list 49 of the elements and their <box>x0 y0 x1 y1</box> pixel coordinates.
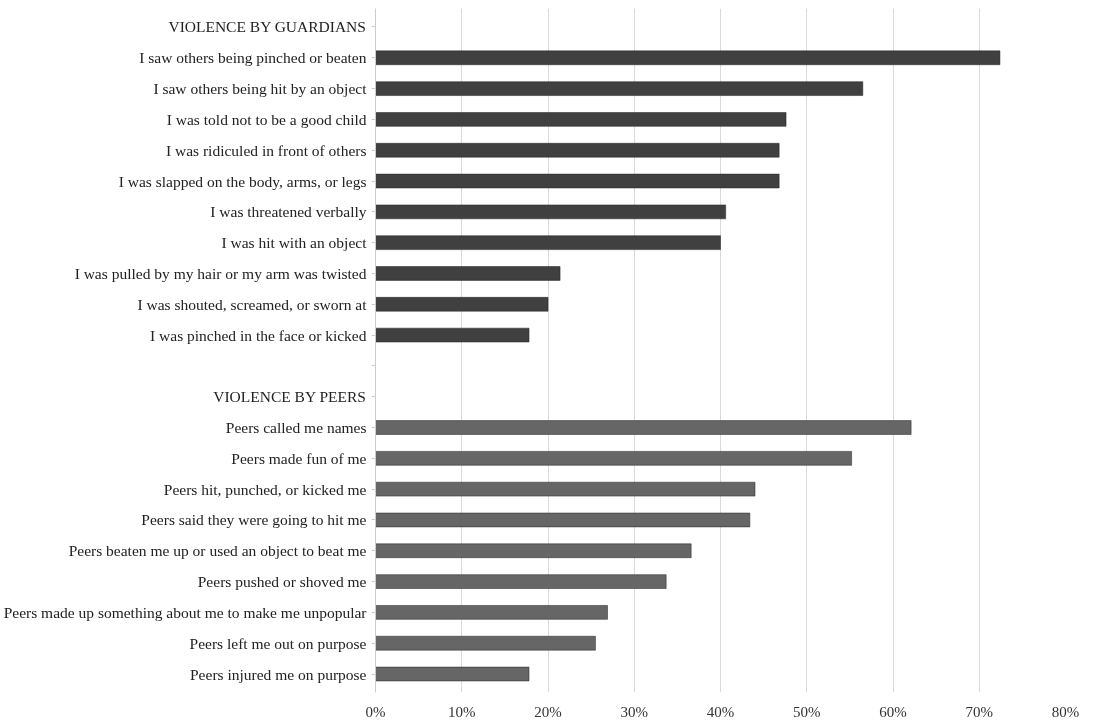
y-tick-label: Peers injured me on purpose <box>190 665 367 683</box>
bar <box>375 81 864 96</box>
bar <box>375 666 530 682</box>
bar <box>375 112 787 127</box>
y-tick-label: Peers beaten me up or used an object to beat me <box>68 542 367 560</box>
x-tick-label: 30% <box>620 703 648 720</box>
y-tick-label: VIOLENCE BY GUARDIANS <box>168 18 366 36</box>
y-tick-label: I was told not to be a good child <box>166 110 367 128</box>
bar <box>375 173 780 189</box>
bar <box>375 574 667 589</box>
bar <box>375 50 1001 65</box>
x-tick-label: 50% <box>793 703 821 720</box>
x-tick-label: 0% <box>365 703 386 720</box>
bar <box>375 451 852 466</box>
x-tick-label: 70% <box>965 703 993 720</box>
bar <box>375 204 726 220</box>
y-tick-label: I was slapped on the body, arms, or legs <box>118 172 367 190</box>
x-tick-label: 40% <box>706 703 735 720</box>
x-tick-label: 60% <box>879 703 907 720</box>
x-tick-label: 20% <box>534 703 562 720</box>
x-tick-label: 10% <box>448 703 476 720</box>
y-tick-label: VIOLENCE BY PEERS <box>213 388 366 406</box>
bar <box>375 512 751 528</box>
x-tick-label: 80% <box>1051 703 1080 720</box>
bar <box>375 327 530 343</box>
y-tick-label: I was pinched in the face or kicked <box>150 326 367 344</box>
y-tick-label: I was ridiculed in front of others <box>165 141 367 159</box>
y-tick-label: Peers left me out on purpose <box>189 634 367 652</box>
bar <box>375 420 912 435</box>
y-tick-label: I was pulled by my hair or my arm was twisted <box>74 264 367 282</box>
bar <box>375 297 549 312</box>
y-tick-label: Peers made up something about me to make me unpopular <box>3 603 368 621</box>
y-tick-label: Peers said they were going to hit me <box>141 511 367 529</box>
bar <box>375 481 756 497</box>
y-tick-label: I saw others being hit by an object <box>153 80 368 98</box>
y-tick-label: I saw others being pinched or beaten <box>139 49 367 67</box>
bar <box>375 543 692 558</box>
bar <box>375 235 721 250</box>
bar <box>375 636 596 651</box>
y-tick-label: I was hit with an object <box>221 234 368 252</box>
y-tick-label: I was shouted, screamed, or sworn at <box>137 295 368 313</box>
bar <box>375 605 608 620</box>
y-tick-label: I was threatened verbally <box>210 203 367 221</box>
y-tick-label: Peers pushed or shoved me <box>197 573 367 591</box>
y-tick-label: Peers called me names <box>225 419 367 437</box>
bar <box>375 143 780 158</box>
y-tick-label: Peers hit, punched, or kicked me <box>163 480 367 498</box>
bar <box>375 266 561 281</box>
y-tick-label: Peers made fun of me <box>231 449 367 467</box>
